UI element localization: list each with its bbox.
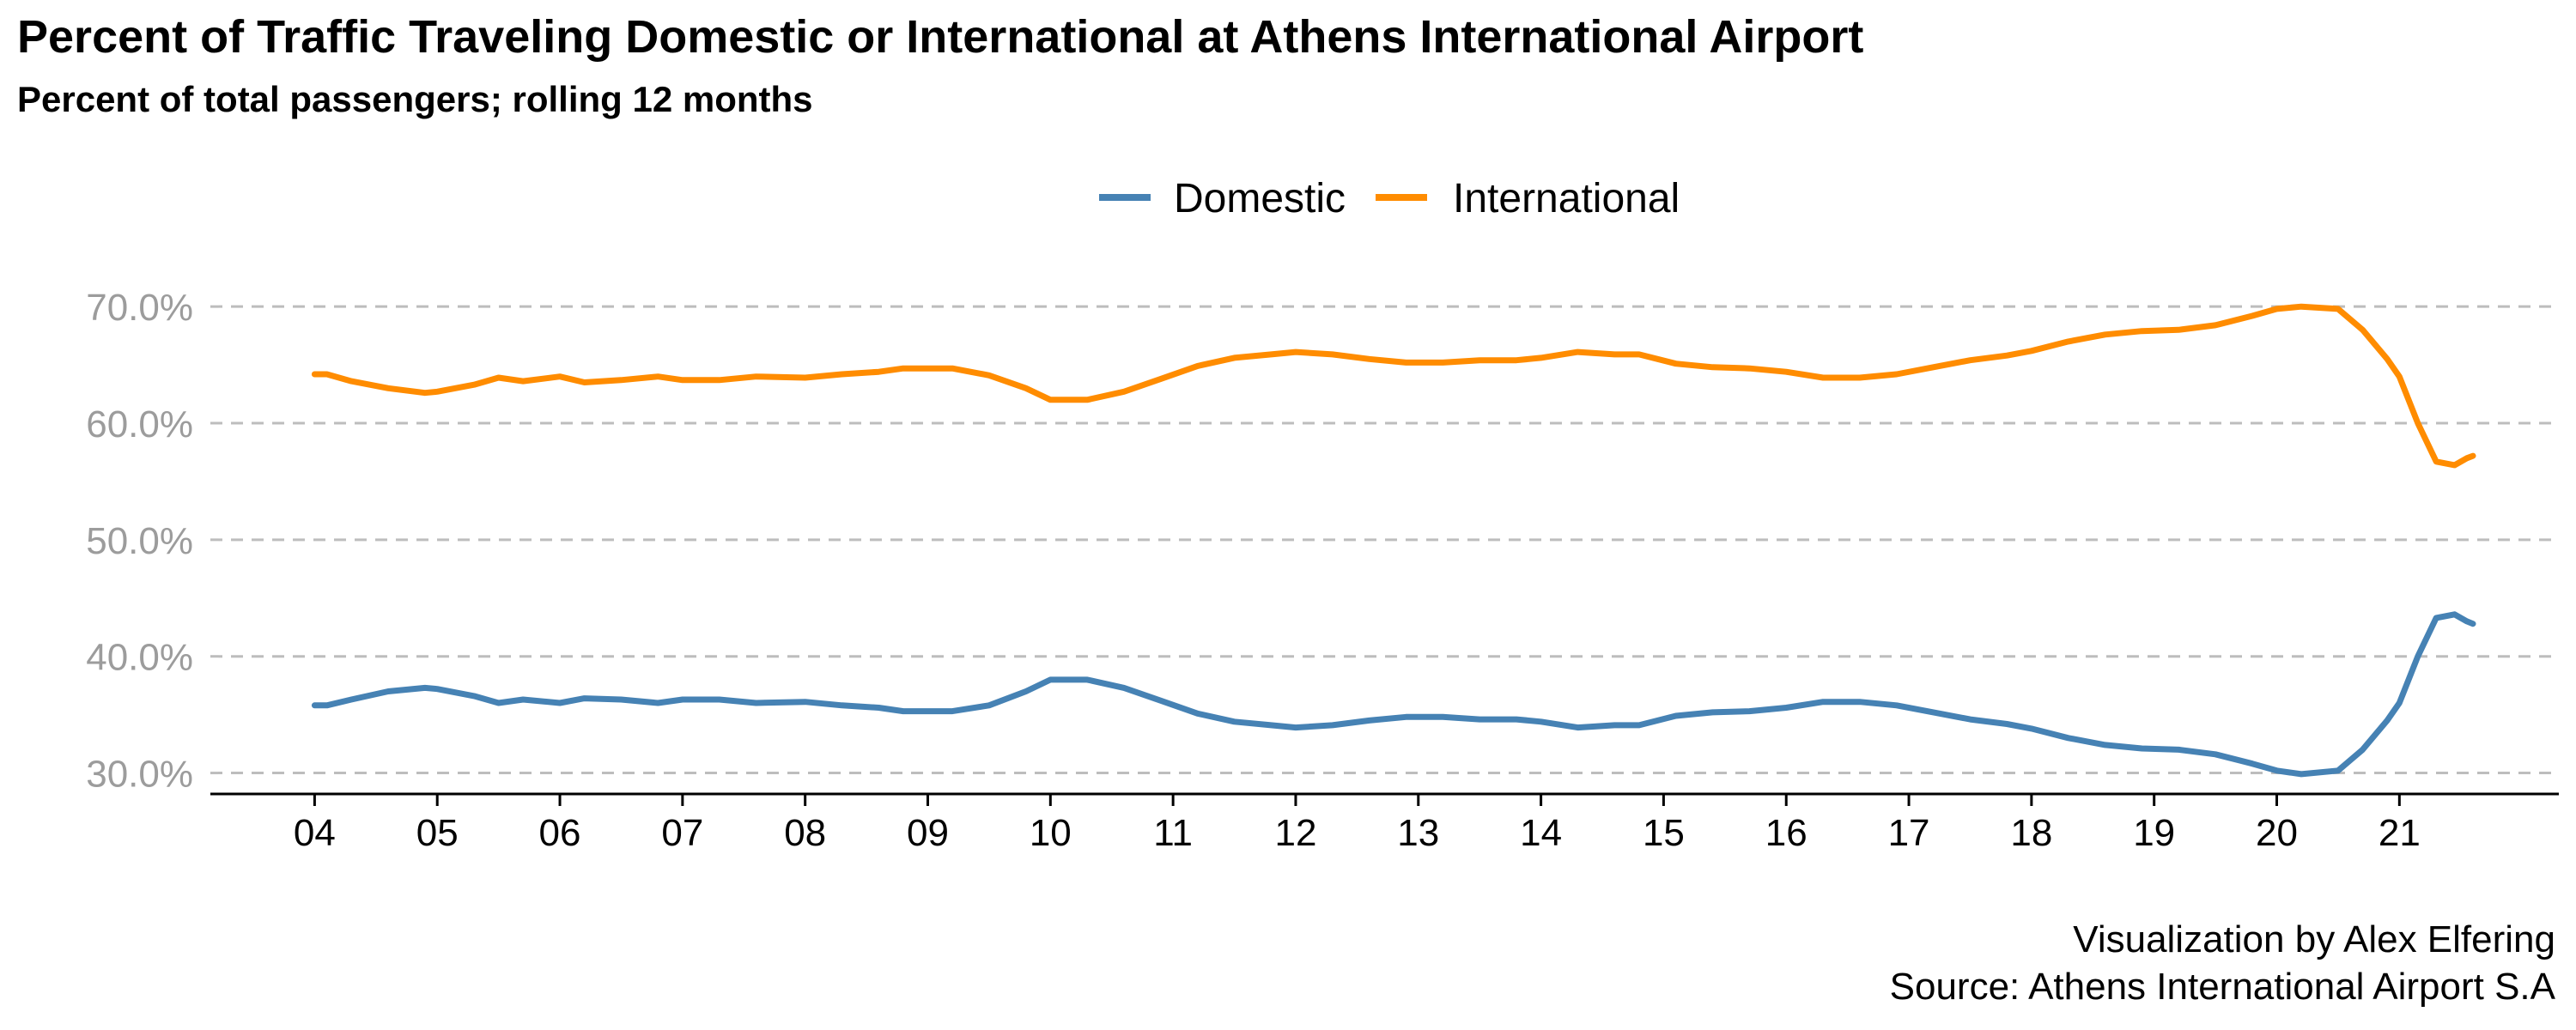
caption-visualization-credit: Visualization by Alex Elfering — [2073, 918, 2555, 960]
x-axis-ticks: 04 05 06 07 08 09 10 11 12 13 14 15 16 17 18 19 20 21 — [294, 794, 2421, 854]
y-tick-label: 70.0% — [86, 287, 193, 329]
legend: Domestic International — [1099, 176, 1680, 221]
x-tick-label: 15 — [1643, 812, 1685, 854]
y-axis-ticks: 30.0% 40.0% 50.0% 60.0% 70.0% — [86, 287, 193, 795]
x-tick-label: 04 — [294, 812, 336, 854]
x-tick-label: 17 — [1888, 812, 1930, 854]
legend-label-domestic: Domestic — [1174, 176, 1346, 221]
x-tick-label: 07 — [661, 812, 703, 854]
legend-label-international: International — [1453, 176, 1680, 221]
x-tick-label: 06 — [539, 812, 581, 854]
x-tick-label: 21 — [2379, 812, 2421, 854]
x-tick-label: 09 — [907, 812, 949, 854]
y-tick-label: 60.0% — [86, 403, 193, 445]
chart-subtitle: Percent of total passengers; rolling 12 … — [17, 79, 813, 119]
series-lines — [311, 303, 2476, 778]
caption-source: Source: Athens International Airport S.A — [1889, 966, 2555, 1008]
series-line-domestic — [311, 611, 2476, 778]
y-tick-label: 40.0% — [86, 637, 193, 679]
x-tick-label: 11 — [1153, 812, 1193, 854]
x-tick-label: 10 — [1030, 812, 1072, 854]
x-tick-label: 08 — [784, 812, 826, 854]
y-tick-label: 50.0% — [86, 520, 193, 562]
series-line-international — [311, 303, 2476, 469]
x-tick-label: 16 — [1765, 812, 1807, 854]
x-tick-label: 13 — [1397, 812, 1439, 854]
chart-title: Percent of Traffic Traveling Domestic or… — [17, 11, 1864, 63]
x-tick-label: 18 — [2010, 812, 2052, 854]
x-tick-label: 12 — [1274, 812, 1316, 854]
x-tick-label: 19 — [2133, 812, 2175, 854]
x-tick-label: 05 — [416, 812, 459, 854]
y-tick-label: 30.0% — [86, 754, 193, 796]
x-tick-label: 14 — [1520, 812, 1562, 854]
x-tick-label: 20 — [2256, 812, 2298, 854]
